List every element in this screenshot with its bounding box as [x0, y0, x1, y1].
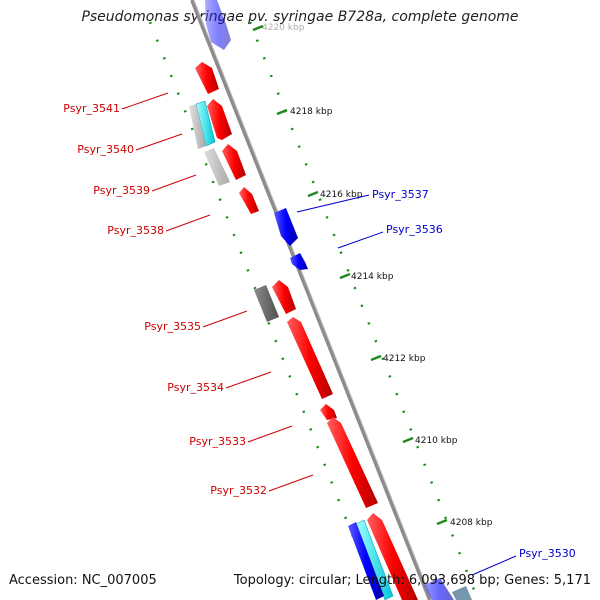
feature-cyan-1[interactable]	[195, 100, 216, 147]
label-psyr-3533[interactable]: Psyr_3533	[189, 425, 293, 448]
gene-label: Psyr_3533	[189, 435, 246, 448]
gene-psyr-3532[interactable]	[327, 417, 378, 508]
tick-4218: 4218 kbp	[276, 107, 333, 117]
gene-psyr-3533[interactable]	[320, 404, 337, 420]
gene-label: Psyr_3532	[210, 484, 267, 497]
gene-psyr-3540[interactable]	[207, 99, 232, 140]
feature-dark-gray[interactable]	[254, 285, 279, 322]
label-psyr-3530[interactable]: Psyr_3530	[471, 547, 576, 576]
genome-backbone-highlight	[193, 0, 433, 600]
gene-label: Psyr_3538	[107, 224, 164, 237]
tick-label: 4214 kbp	[351, 272, 394, 282]
tick-4214: 4214 kbp	[339, 272, 394, 282]
gene-label: Psyr_3537	[372, 188, 429, 201]
label-psyr-3532[interactable]: Psyr_3532	[210, 474, 314, 497]
gene-psyr-3536[interactable]	[290, 253, 308, 270]
tick-label: 4220 kbp	[262, 23, 305, 33]
label-psyr-3540[interactable]: Psyr_3540	[77, 133, 183, 156]
tick-label: 4210 kbp	[415, 436, 458, 446]
gene-label: Psyr_3535	[144, 320, 201, 333]
tick-4212: 4212 kbp	[370, 354, 426, 364]
feature-gray-2[interactable]	[204, 148, 230, 186]
gene-reverse-top[interactable]	[205, 0, 231, 50]
map-title: Pseudomonas syringae pv. syringae B728a,…	[81, 9, 519, 25]
tick-label: 4216 kbp	[320, 190, 363, 200]
label-psyr-3537[interactable]: Psyr_3537	[296, 188, 429, 213]
gene-label: Psyr_3540	[77, 143, 134, 156]
gene-label: Psyr_3536	[386, 223, 443, 236]
gene-psyr-3541[interactable]	[195, 62, 219, 94]
feature-dark-corner[interactable]	[452, 586, 472, 600]
gene-forward-bottom[interactable]	[367, 513, 418, 600]
gene-label: Psyr_3539	[93, 184, 150, 197]
gene-label: Psyr_3530	[519, 547, 576, 560]
outer-dotted-guide	[248, 21, 480, 600]
label-psyr-3539[interactable]: Psyr_3539	[93, 174, 197, 197]
gene-label: Psyr_3541	[63, 102, 120, 115]
label-psyr-3541[interactable]: Psyr_3541	[63, 92, 169, 115]
tick-label: 4212 kbp	[383, 354, 426, 364]
label-psyr-3534[interactable]: Psyr_3534	[167, 371, 272, 394]
gene-psyr-3535[interactable]	[272, 280, 296, 314]
label-psyr-3538[interactable]: Psyr_3538	[107, 214, 211, 237]
gene-psyr-3538[interactable]	[239, 187, 259, 214]
feature-blue-bottom[interactable]	[348, 522, 384, 600]
tick-label: 4218 kbp	[290, 107, 333, 117]
label-psyr-3535[interactable]: Psyr_3535	[144, 310, 248, 333]
gene-label: Psyr_3534	[167, 381, 224, 394]
genome-summary-text: Topology: circular; Length: 6,093,698 bp…	[233, 573, 591, 588]
tick-label: 4208 kbp	[450, 518, 493, 528]
tick-4216: 4216 kbp	[307, 190, 363, 200]
accession-text: Accession: NC_007005	[9, 573, 157, 588]
feature-blue-corner[interactable]	[424, 578, 454, 600]
gene-psyr-3539[interactable]	[222, 144, 246, 180]
tick-4210: 4210 kbp	[402, 436, 458, 446]
gene-psyr-3537[interactable]	[274, 208, 298, 246]
feature-gray-1[interactable]	[189, 104, 206, 149]
gene-psyr-3534[interactable]	[287, 317, 333, 399]
genome-backbone	[190, 0, 432, 600]
tick-4208: 4208 kbp	[436, 518, 493, 528]
label-psyr-3536[interactable]: Psyr_3536	[337, 223, 443, 249]
tick-4220: 4220 kbp	[252, 23, 305, 33]
